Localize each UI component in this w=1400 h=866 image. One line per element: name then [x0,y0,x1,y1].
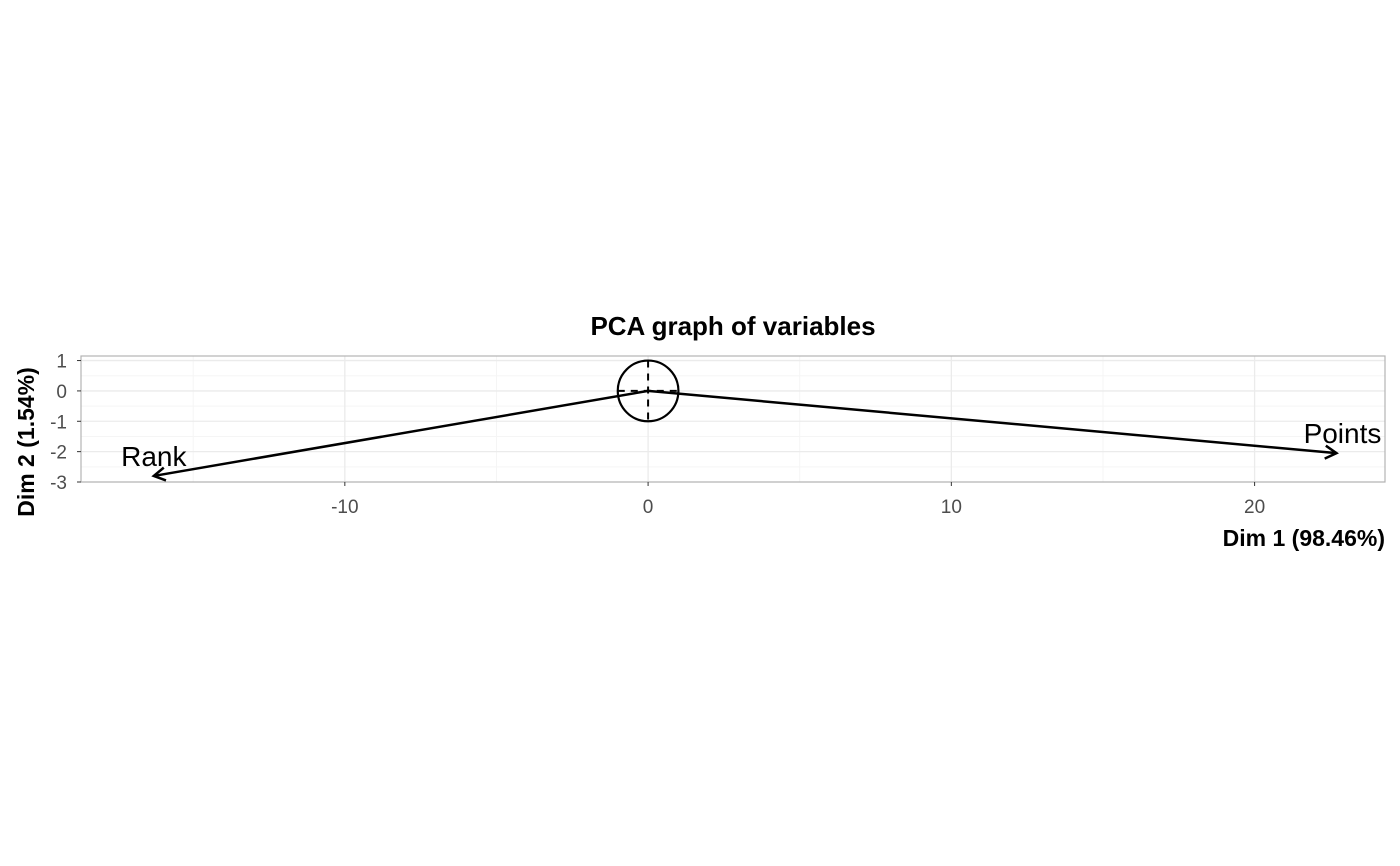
label-rank: Rank [121,441,187,472]
arrow-points [647,389,1337,455]
arrow-rank [153,389,649,478]
panel-border [80,355,1386,483]
variable-arrows [151,389,1339,482]
y-axis-title: Dim 2 (1.54%) [13,367,39,517]
x-tick-label: 10 [941,497,962,518]
y-tick-label: -2 [50,443,67,464]
x-axis-title: Dim 1 (98.46%) [1223,525,1385,551]
y-tick-label: -1 [50,412,67,433]
variable-labels: Rank Points [121,418,1381,472]
x-axis-ticks: -10 0 10 20 [331,482,1265,518]
label-points: Points [1304,418,1382,449]
x-tick-label: -10 [331,497,358,518]
y-tick-label: 1 [56,352,67,373]
x-tick-label: 0 [643,497,654,518]
grid-minor [81,356,1385,482]
arrow-head-points [1324,444,1339,460]
y-axis-ticks: -3 -2 -1 0 1 [50,352,81,494]
x-tick-label: 20 [1244,497,1265,518]
arrow-head-rank [151,466,167,482]
y-tick-label: 0 [56,382,67,403]
grid-major [81,356,1385,483]
y-tick-label: -3 [50,473,67,494]
chart-title: PCA graph of variables [590,311,875,341]
